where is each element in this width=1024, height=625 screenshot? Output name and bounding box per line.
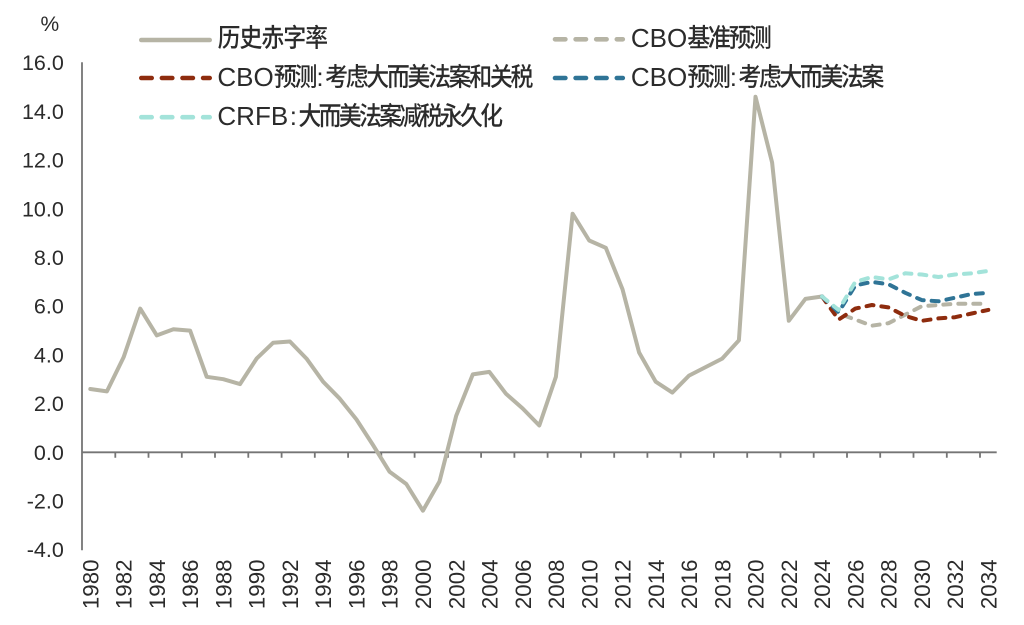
svg-text::: : [730, 62, 737, 92]
svg-text:2.0: 2.0 [34, 392, 64, 416]
svg-text:-2.0: -2.0 [27, 490, 64, 514]
svg-text:1982: 1982 [112, 560, 137, 610]
svg-text:2032: 2032 [943, 560, 968, 610]
svg-text:1986: 1986 [178, 560, 203, 610]
svg-text:1990: 1990 [245, 560, 270, 610]
svg-text:1984: 1984 [145, 560, 170, 610]
svg-text:0.0: 0.0 [34, 441, 64, 465]
svg-text:CBO: CBO [631, 23, 687, 53]
svg-text:4.0: 4.0 [34, 343, 64, 367]
svg-text:CBO: CBO [631, 62, 687, 92]
svg-text:2022: 2022 [777, 560, 802, 610]
svg-text:1988: 1988 [211, 560, 236, 610]
svg-text:2024: 2024 [810, 560, 835, 610]
svg-text:6.0: 6.0 [34, 295, 64, 319]
svg-text:2020: 2020 [744, 560, 769, 610]
svg-text::: : [290, 101, 297, 131]
svg-text:1980: 1980 [78, 560, 103, 610]
svg-text:10.0: 10.0 [22, 197, 64, 221]
svg-text:16.0: 16.0 [22, 51, 64, 75]
svg-text:CRFB: CRFB [217, 101, 288, 131]
svg-text:1996: 1996 [345, 560, 370, 610]
svg-text:2012: 2012 [611, 560, 636, 610]
svg-text:1994: 1994 [311, 560, 336, 610]
svg-text:1998: 1998 [378, 560, 403, 610]
svg-text::: : [316, 62, 323, 92]
svg-text:2016: 2016 [677, 560, 702, 610]
svg-text:2010: 2010 [577, 560, 602, 610]
svg-text:14.0: 14.0 [22, 100, 64, 124]
svg-text:1992: 1992 [278, 560, 303, 610]
svg-text:2002: 2002 [444, 560, 469, 610]
svg-text:2000: 2000 [411, 560, 436, 610]
svg-text:2018: 2018 [710, 560, 735, 610]
svg-text:2014: 2014 [644, 560, 669, 610]
svg-text:2026: 2026 [843, 560, 868, 610]
svg-text:-4.0: -4.0 [27, 538, 64, 562]
svg-text:CBO: CBO [217, 62, 273, 92]
svg-text:12.0: 12.0 [22, 149, 64, 173]
svg-text:2006: 2006 [511, 560, 536, 610]
svg-text:2028: 2028 [877, 560, 902, 610]
svg-text:2004: 2004 [478, 560, 503, 610]
svg-text:2030: 2030 [910, 560, 935, 610]
svg-text:2034: 2034 [976, 560, 1001, 610]
svg-text:%: % [41, 13, 60, 36]
svg-text:8.0: 8.0 [34, 246, 64, 270]
svg-text:2008: 2008 [544, 560, 569, 610]
